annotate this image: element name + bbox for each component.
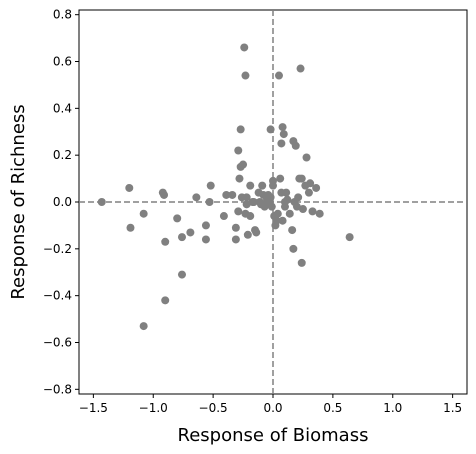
data-point — [242, 193, 251, 202]
data-point — [273, 209, 282, 218]
data-point — [277, 139, 286, 148]
x-axis-ticks: −1.5 −1.0 −0.5 0.0 0.5 1.0 1.5 — [79, 394, 462, 415]
data-point — [266, 193, 275, 202]
data-point — [242, 200, 251, 209]
data-point — [296, 64, 305, 73]
data-point — [222, 190, 231, 199]
x-axis-label: Response of Biomass — [178, 425, 369, 446]
x-tick-label: −1.0 — [139, 401, 168, 415]
y-tick-label: −0.8 — [43, 382, 72, 396]
x-tick-label: 0.0 — [263, 401, 282, 415]
data-point — [234, 207, 243, 216]
data-point — [289, 244, 298, 253]
data-point — [276, 174, 285, 183]
x-tick-label: 1.5 — [443, 401, 462, 415]
data-point — [291, 141, 300, 150]
y-tick-label: −0.6 — [43, 335, 72, 349]
data-point — [97, 198, 106, 206]
data-point — [280, 202, 289, 211]
y-tick-label: 0.0 — [53, 195, 72, 209]
data-point — [272, 216, 281, 225]
data-point — [304, 188, 313, 197]
data-point — [312, 183, 321, 192]
data-point — [266, 125, 275, 134]
data-point — [278, 123, 287, 132]
data-point — [231, 235, 240, 244]
data-point — [219, 212, 228, 221]
y-tick-label: 0.6 — [53, 55, 72, 69]
y-axis-label: Response of Richness — [8, 104, 29, 299]
y-tick-label: 0.4 — [53, 101, 72, 115]
data-point — [231, 223, 240, 232]
data-point — [240, 43, 249, 52]
x-tick-label: 0.5 — [323, 401, 342, 415]
data-point — [177, 270, 186, 279]
data-point — [246, 212, 255, 221]
data-point — [269, 176, 277, 185]
data-point — [279, 130, 288, 139]
data-point — [192, 193, 201, 202]
y-tick-label: 0.8 — [53, 8, 72, 22]
data-point — [288, 226, 297, 235]
data-point — [283, 195, 292, 204]
data-point — [139, 209, 148, 218]
data-point — [125, 183, 134, 192]
data-point — [186, 228, 195, 237]
data-point — [302, 153, 311, 162]
data-point — [173, 214, 182, 223]
data-point — [177, 233, 186, 242]
data-point — [161, 296, 170, 305]
y-tick-label: −0.4 — [43, 289, 72, 303]
data-point — [241, 71, 250, 80]
data-point — [297, 174, 306, 183]
data-point — [315, 209, 324, 218]
data-point — [292, 202, 301, 211]
data-point — [205, 198, 214, 206]
x-tick-label: −1.5 — [79, 401, 108, 415]
data-point — [306, 179, 315, 188]
data-point — [243, 230, 252, 239]
y-axis-ticks: −0.8 −0.6 −0.4 −0.2 0.0 0.2 0.4 0.6 0.8 — [43, 8, 79, 396]
y-tick-label: −0.2 — [43, 242, 72, 256]
data-point — [201, 221, 210, 230]
data-point — [246, 181, 255, 190]
x-tick-label: 1.0 — [383, 401, 402, 415]
data-point — [274, 71, 283, 80]
data-point — [249, 198, 258, 206]
data-point — [239, 160, 248, 169]
data-point — [267, 202, 276, 211]
data-point — [297, 258, 306, 267]
data-point — [234, 146, 243, 155]
data-point — [294, 193, 303, 202]
data-point — [278, 216, 287, 225]
data-point — [285, 209, 294, 218]
data-point — [258, 181, 267, 190]
data-point — [345, 233, 354, 242]
data-point — [139, 322, 148, 331]
data-point — [298, 205, 307, 214]
data-point — [160, 190, 169, 199]
data-point — [228, 190, 237, 199]
data-point — [161, 237, 170, 246]
data-point — [126, 223, 135, 232]
data-point — [201, 235, 210, 244]
y-tick-label: 0.2 — [53, 148, 72, 162]
data-point — [252, 228, 261, 237]
data-point — [235, 174, 244, 183]
data-points — [97, 43, 354, 331]
x-tick-label: −0.5 — [199, 401, 228, 415]
data-point — [282, 188, 291, 197]
data-point — [308, 207, 317, 216]
data-point — [236, 125, 245, 134]
data-point — [206, 181, 215, 190]
